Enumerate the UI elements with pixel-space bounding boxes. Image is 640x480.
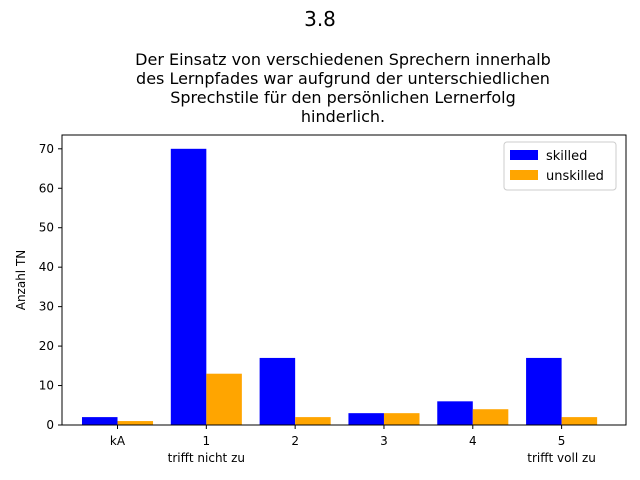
x-tick-label: 2 xyxy=(291,434,299,448)
bar-unskilled-5 xyxy=(561,417,598,425)
x-tick-sublabel: trifft voll zu xyxy=(527,451,596,465)
y-axis-label: Anzahl TN xyxy=(14,250,28,311)
bar-unskilled-3 xyxy=(383,413,420,425)
x-tick-label: 5 xyxy=(558,434,566,448)
bar-skilled-3 xyxy=(348,413,384,425)
bar-skilled-4 xyxy=(437,401,473,425)
legend-swatch-unskilled xyxy=(510,170,538,180)
legend: skilled unskilled xyxy=(503,141,617,191)
bar-skilled-5 xyxy=(526,357,562,425)
y-tick-label: 0 xyxy=(46,418,54,432)
y-tick-label: 50 xyxy=(39,221,54,235)
axes-layer: 0 10 20 30 40 50 60 70 kA 1 trifft nicht zu 2 3 4 5 tri… xyxy=(39,134,627,465)
bar-unskilled-4 xyxy=(472,409,509,425)
x-tick-label: 1 xyxy=(203,434,211,448)
y-tick-label: 30 xyxy=(39,300,54,314)
chart-title-line: hinderlich. xyxy=(301,107,385,126)
chart-title-line: Der Einsatz von verschiedenen Sprechern … xyxy=(135,50,551,69)
bar-skilled-1 xyxy=(170,148,207,426)
y-tick-label: 60 xyxy=(39,181,54,195)
legend-swatch-skilled xyxy=(510,150,538,160)
legend-label-skilled: skilled xyxy=(546,149,587,164)
y-tick-label: 70 xyxy=(39,142,54,156)
bar-unskilled-2 xyxy=(295,417,331,425)
chart-title-line: des Lernpfades war aufgrund der untersch… xyxy=(136,69,550,88)
y-tick-label: 20 xyxy=(39,339,54,353)
y-tick-label: 40 xyxy=(39,260,54,274)
bar-unskilled-1 xyxy=(206,373,242,425)
bar-skilled-kA xyxy=(81,417,118,425)
chart-suptitle: 3.8 xyxy=(304,7,336,31)
x-tick-label: 4 xyxy=(469,434,477,448)
legend-label-unskilled: unskilled xyxy=(546,169,604,184)
bar-unskilled-kA xyxy=(117,421,154,425)
y-tick-label: 10 xyxy=(39,379,54,393)
chart-title-line: Sprechstile für den persönlichen Lernerf… xyxy=(170,88,516,107)
bars-layer xyxy=(81,148,598,426)
plot-frame xyxy=(61,134,627,426)
x-tick-label: 3 xyxy=(380,434,388,448)
chart-title: Der Einsatz von verschiedenen Sprechern … xyxy=(135,50,551,126)
bar-skilled-2 xyxy=(259,357,296,425)
x-tick-sublabel: trifft nicht zu xyxy=(168,451,245,465)
x-tick-label: kA xyxy=(110,434,126,448)
